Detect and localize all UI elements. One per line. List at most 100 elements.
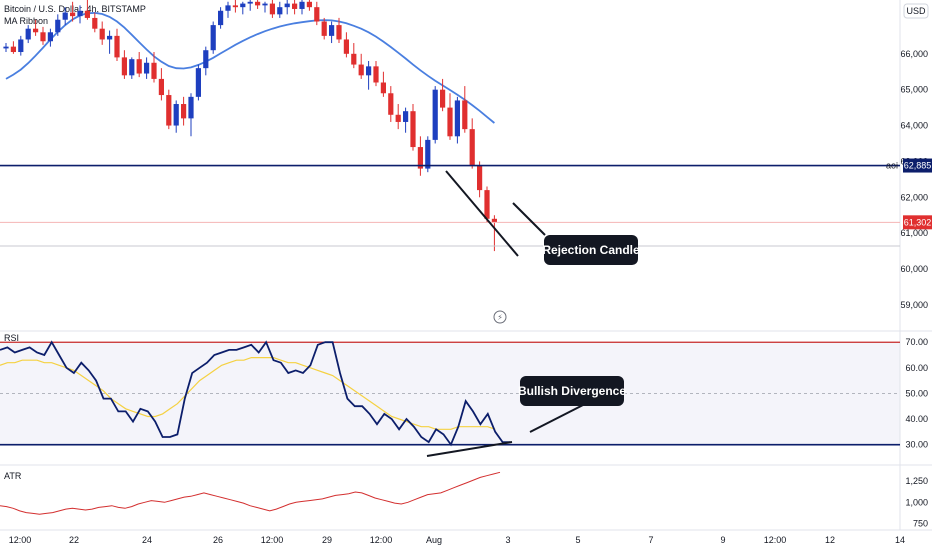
candle-body [477, 165, 483, 191]
candle [351, 43, 357, 69]
divergence-trend-line[interactable] [426, 441, 513, 457]
time-tick-label: 22 [69, 535, 79, 545]
replay-icon[interactable] [493, 310, 507, 324]
time-tick-label: 29 [322, 535, 332, 545]
candle [380, 71, 386, 97]
divergence-pointer-line [529, 403, 586, 433]
candle-body [491, 218, 497, 223]
candle [144, 57, 150, 79]
candle [25, 25, 31, 44]
candle-body [447, 107, 453, 137]
candle-body [107, 35, 113, 40]
candle [477, 161, 483, 198]
time-tick-label: 24 [142, 535, 152, 545]
candle [173, 100, 179, 133]
candle [292, 0, 298, 15]
time-tick-label: 7 [648, 535, 653, 545]
candle-body [77, 10, 83, 17]
atr-panel[interactable]: 1,250 1,000 750 [0, 471, 928, 529]
rsi-panel[interactable]: 70.00 60.00 50.00 40.00 30.00 [0, 337, 928, 450]
atr-tick-label: 1,000 [905, 497, 928, 507]
candle-body [210, 25, 216, 51]
bullish-divergence-text: Bullish Divergence [518, 384, 626, 398]
candle [262, 1, 268, 13]
candle [92, 12, 98, 33]
time-tick-label: 12:00 [370, 535, 393, 545]
candle [188, 93, 194, 137]
candle [373, 60, 379, 87]
candle [62, 7, 68, 26]
time-tick-label: 5 [575, 535, 580, 545]
indicator-label: MA Ribbon [4, 16, 48, 26]
candle [395, 104, 401, 130]
candle-body [151, 62, 157, 79]
candle-body [99, 28, 105, 40]
candle [232, 0, 238, 13]
price-tick-label: 66,000 [900, 49, 928, 59]
candle-body [195, 68, 201, 97]
candle [484, 186, 490, 223]
time-tick-label: Aug [426, 535, 442, 545]
candle [3, 43, 9, 53]
atr-tick-label: 750 [913, 519, 928, 529]
candle-body [181, 104, 187, 119]
rsi-label: RSI [4, 333, 19, 343]
price-tick-label: 64,000 [900, 121, 928, 131]
candle [284, 0, 290, 15]
candle-body [18, 39, 24, 53]
price-tag [903, 158, 932, 173]
candle-body [173, 104, 179, 126]
price-tick-label: 61,000 [900, 228, 928, 238]
candle-body [144, 62, 150, 74]
rejection-trend-line[interactable] [445, 170, 519, 257]
candle [425, 136, 431, 173]
candle-body [306, 1, 312, 8]
price-tag [903, 215, 932, 230]
candle [210, 21, 216, 54]
candle-body [247, 1, 253, 4]
time-tick-label: 9 [720, 535, 725, 545]
time-tick-label: 12:00 [764, 535, 787, 545]
candle-body [292, 3, 298, 9]
candle [417, 136, 423, 176]
candle [343, 32, 349, 58]
candle [366, 60, 372, 90]
candle [321, 17, 327, 40]
candle-body [121, 57, 127, 76]
candle-body [454, 100, 460, 137]
candle-body [366, 66, 372, 76]
rsi-tick-label: 50.00 [905, 388, 928, 398]
candle-body [321, 21, 327, 36]
candle [491, 215, 497, 252]
time-tick-label: 26 [213, 535, 223, 545]
bullish-divergence-callout[interactable] [520, 376, 624, 406]
currency-label: USD [906, 6, 926, 16]
candle-body [3, 46, 9, 49]
candle [136, 52, 142, 78]
candle [462, 86, 468, 133]
candle [306, 0, 312, 11]
candle [218, 7, 224, 29]
candle [151, 52, 157, 83]
candle [129, 57, 135, 79]
time-tick-label: 12:00 [9, 535, 32, 545]
candle-body [343, 39, 349, 54]
rsi-tick-label: 70.00 [905, 337, 928, 347]
rejection-candle-callout[interactable] [544, 235, 638, 265]
candle-body [166, 95, 172, 126]
price-axis: 66,00065,00064,00063,00062,00061,00060,0… [900, 49, 928, 310]
candle-body [351, 53, 357, 65]
currency-button[interactable] [903, 3, 929, 19]
candle-body [240, 3, 246, 8]
candle-body [336, 25, 342, 40]
price-tag-text: 62,885 [904, 161, 932, 171]
level-label: aoi [886, 161, 898, 171]
candle-body [380, 82, 386, 94]
candle-body [92, 17, 98, 29]
rsi-tick-label: 40.00 [905, 414, 928, 424]
atr-tick-label: 1,250 [905, 476, 928, 486]
candle-body [25, 28, 31, 40]
candle-body [425, 139, 431, 169]
rsi-tick-label: 30.00 [905, 440, 928, 450]
